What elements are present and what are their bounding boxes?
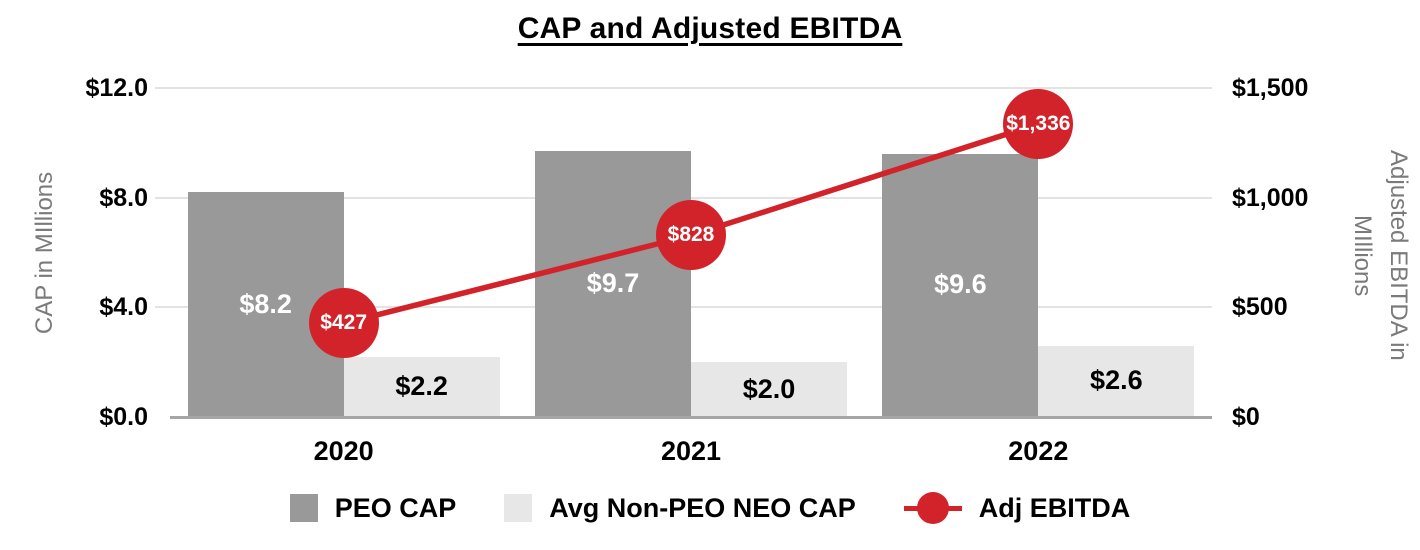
legend-label-peo-cap: PEO CAP bbox=[334, 492, 457, 523]
legend-item-peo-cap: PEO CAP bbox=[289, 492, 457, 524]
right-axis-tick-label: $1,500 bbox=[1232, 74, 1309, 102]
bar-value-label: $9.7 bbox=[586, 268, 640, 299]
left-axis-title: CAP in MIllions bbox=[31, 171, 58, 335]
legend-line-dot bbox=[916, 492, 949, 524]
adj-ebitda-line-marker-icon bbox=[903, 492, 962, 524]
peo-cap-swatch-icon bbox=[289, 494, 318, 522]
avg-non-peo-neo-cap-swatch-icon bbox=[504, 494, 533, 522]
bar-avg-non-peo-neo-cap-2021 bbox=[691, 362, 847, 419]
x-axis-label-2020: 2020 bbox=[313, 436, 374, 466]
gridline bbox=[155, 87, 1212, 89]
bar-avg-non-peo-neo-cap-2022 bbox=[1038, 345, 1195, 419]
legend-label-adj-ebitda: Adj EBITDA bbox=[978, 492, 1131, 523]
x-axis-label-2022: 2022 bbox=[1008, 436, 1069, 466]
legend-item-adj-ebitda: Adj EBITDA bbox=[903, 492, 1131, 524]
right-axis-tick-label: $500 bbox=[1232, 293, 1288, 322]
adj-ebitda-marker-2020: $427 bbox=[308, 288, 379, 359]
legend-item-avg-non-peo-neo-cap: Avg Non-PEO NEO CAP bbox=[504, 493, 856, 524]
left-axis-tick-label: $4.0 bbox=[99, 293, 148, 322]
bar-avg-non-peo-neo-cap-2020 bbox=[343, 356, 500, 419]
bar-value-label: $2.6 bbox=[1090, 365, 1143, 396]
bar-peo-cap-2022 bbox=[882, 153, 1039, 419]
left-axis-tick-label: $8.0 bbox=[99, 183, 148, 212]
adj-ebitda-marker-2021: $828 bbox=[656, 200, 726, 271]
legend: PEO CAP Avg Non-PEO NEO CAP Adj EBITDA bbox=[0, 490, 1420, 526]
right-axis-title: Adjusted EBITDA in MIllions bbox=[1338, 83, 1416, 428]
legend-label-avg-non-peo-neo-cap: Avg Non-PEO NEO CAP bbox=[549, 492, 856, 523]
adj-ebitda-marker-2022: $1,336 bbox=[1003, 88, 1074, 159]
bar-value-label: $2.2 bbox=[395, 370, 448, 401]
bar-value-label: $9.6 bbox=[934, 269, 987, 300]
bar-peo-cap-2021 bbox=[535, 151, 691, 419]
x-axis-line bbox=[170, 416, 1212, 419]
left-axis-tick-label: $12.0 bbox=[85, 74, 148, 102]
right-axis-title-line-2: MIllions bbox=[1349, 214, 1376, 297]
right-axis-tick-label: $0 bbox=[1232, 403, 1260, 431]
x-axis-label-2021: 2021 bbox=[660, 436, 722, 466]
chart-title: CAP and Adjusted EBITDA bbox=[517, 12, 903, 45]
bar-value-label: $8.2 bbox=[239, 288, 292, 319]
bar-value-label: $2.0 bbox=[742, 373, 796, 404]
right-axis-tick-label: $1,000 bbox=[1232, 183, 1309, 212]
right-axis-title-line-1: Adjusted EBITDA in bbox=[1385, 150, 1412, 361]
left-axis-tick-label: $0.0 bbox=[99, 403, 148, 431]
